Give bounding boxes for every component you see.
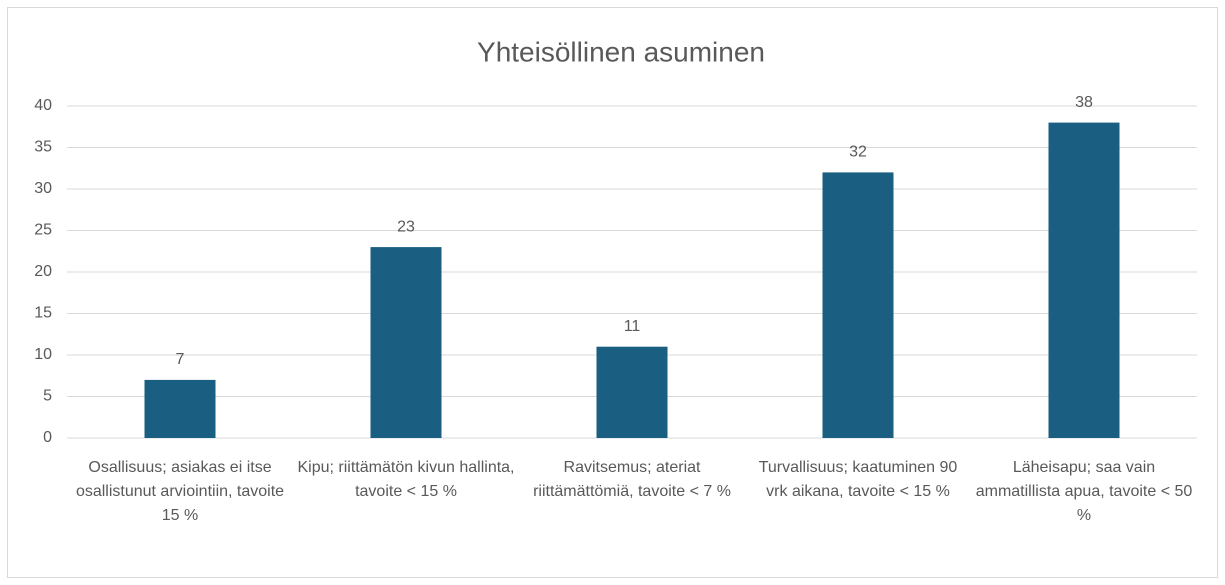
- data-label: 23: [397, 218, 415, 235]
- data-label: 7: [176, 351, 185, 368]
- x-tick-label: Ravitsemus; ateriat riittämättömiä, tavo…: [533, 459, 731, 500]
- x-tick-label: Turvallisuus; kaatuminen 90 vrk aikana, …: [758, 459, 958, 500]
- data-label: 38: [1075, 94, 1093, 111]
- bar: [1048, 122, 1120, 438]
- chart-title: Yhteisöllinen asuminen: [477, 36, 765, 67]
- y-tick-label: 35: [34, 139, 52, 156]
- bar: [144, 379, 216, 438]
- x-tick-label: Kipu; riittämätön kivun hallinta, tavoit…: [297, 459, 515, 500]
- data-label: 11: [624, 318, 641, 335]
- y-tick-label: 15: [34, 305, 52, 322]
- y-tick-label: 40: [34, 97, 52, 114]
- y-tick-label: 20: [34, 263, 52, 280]
- y-tick-label: 10: [34, 346, 52, 363]
- x-tick-label: Läheisapu; saa vain ammatillista apua, t…: [975, 459, 1193, 524]
- x-tick-label: Osallisuus; asiakas ei itse osallistunut…: [75, 459, 285, 524]
- bar: [370, 247, 442, 438]
- bar: [822, 172, 894, 438]
- y-tick-label: 0: [43, 429, 52, 446]
- y-tick-label: 25: [34, 222, 52, 239]
- data-label: 32: [849, 144, 867, 161]
- bar: [596, 346, 668, 438]
- y-tick-label: 30: [34, 180, 52, 197]
- chart-border: [7, 7, 1218, 578]
- y-tick-label: 5: [43, 388, 52, 405]
